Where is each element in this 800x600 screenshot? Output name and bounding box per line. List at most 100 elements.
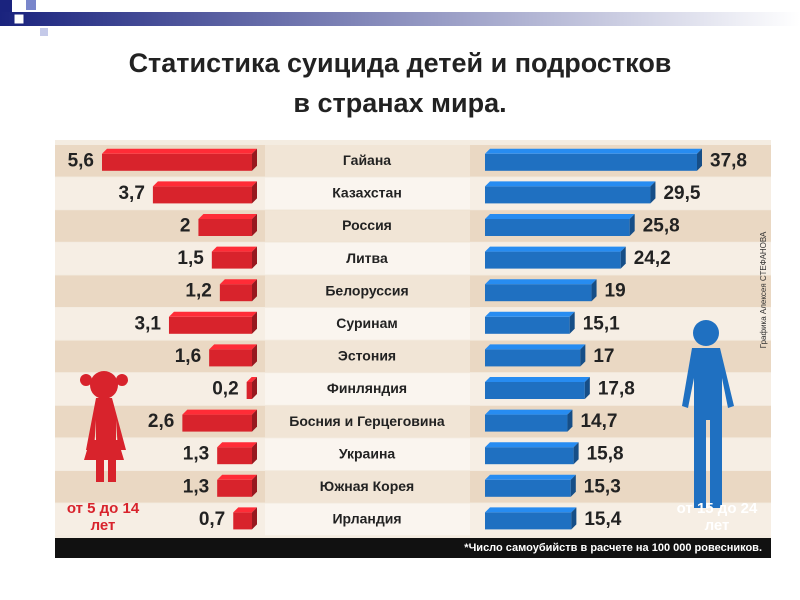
bar-end <box>570 474 576 497</box>
bar-top <box>102 148 257 154</box>
bar <box>102 153 252 171</box>
category-label: Южная Корея <box>320 478 414 494</box>
value-label: 1,6 <box>175 346 201 367</box>
category-label: Казахстан <box>332 185 402 201</box>
category-label: Ирландия <box>332 511 401 527</box>
bar-top <box>485 409 573 415</box>
value-label: 29,5 <box>663 183 700 204</box>
bar <box>485 349 581 367</box>
bar <box>485 186 651 204</box>
bar-end <box>629 214 635 236</box>
bar-end <box>569 311 575 334</box>
bar-top <box>198 214 257 219</box>
category-label: Белоруссия <box>325 282 408 298</box>
header-square <box>26 0 36 10</box>
row-center <box>265 145 470 177</box>
bar <box>485 479 571 497</box>
value-label: 15,4 <box>584 509 621 530</box>
bar <box>485 153 697 171</box>
bar <box>485 219 630 236</box>
row-center <box>265 405 470 438</box>
category-label: Эстония <box>338 348 396 364</box>
bar-end <box>697 148 702 171</box>
bar-top <box>209 344 257 350</box>
bar-top <box>217 474 257 480</box>
bar <box>485 316 570 334</box>
bar-end <box>567 409 573 432</box>
row-center <box>265 373 470 405</box>
value-label: 15,3 <box>584 476 621 497</box>
bar <box>246 382 252 399</box>
bar-top <box>485 181 656 187</box>
row-center <box>265 177 470 210</box>
bar-end <box>252 214 257 236</box>
value-label: 3,7 <box>118 183 144 204</box>
bar <box>152 186 252 204</box>
bar-end <box>252 279 257 302</box>
bar-top <box>485 442 579 448</box>
bar-top <box>485 246 626 252</box>
bar <box>217 447 252 465</box>
bar-end <box>252 474 257 497</box>
bar <box>209 349 252 367</box>
bar-top <box>211 246 257 252</box>
bar-top <box>485 214 635 219</box>
title-line: в странах мира. <box>293 88 507 118</box>
bar-end <box>252 377 257 399</box>
value-label: 19 <box>605 281 626 302</box>
bar-top <box>485 507 577 513</box>
row-center <box>265 471 470 503</box>
value-label: 2 <box>180 216 191 237</box>
bar-top <box>246 377 257 382</box>
girl-silhouette <box>80 371 128 482</box>
row-center <box>265 308 470 340</box>
bar-end <box>650 181 656 204</box>
bar <box>485 382 585 399</box>
value-label: 1,3 <box>183 444 209 465</box>
category-label: Литва <box>346 250 388 266</box>
value-label: 24,2 <box>634 248 671 269</box>
value-label: 25,8 <box>643 216 680 237</box>
title-line: Статистика суицида детей и подростков <box>128 48 672 78</box>
value-label: 3,1 <box>135 313 162 334</box>
bar-end <box>573 442 579 465</box>
bar <box>211 251 252 269</box>
legend-entry: от 5 до 14 лет <box>66 500 140 534</box>
bar-top <box>182 409 257 415</box>
value-label: 37,8 <box>710 150 747 171</box>
bar <box>485 284 592 302</box>
bar <box>233 512 252 530</box>
header-square <box>40 28 48 36</box>
value-label: 1,2 <box>185 281 211 302</box>
bar <box>485 447 574 465</box>
bar-top <box>219 279 257 285</box>
bar-top <box>485 279 597 285</box>
bar-top <box>485 377 590 382</box>
footnote: *Число самоубийств в расчете на 100 000 … <box>464 542 762 554</box>
value-label: 17,8 <box>598 379 635 400</box>
bar-end <box>252 344 257 367</box>
bar-top <box>233 507 257 513</box>
value-label: 1,5 <box>177 248 204 269</box>
bar-end <box>584 377 590 399</box>
row-center <box>265 275 470 307</box>
bar <box>217 479 252 497</box>
value-label: 15,1 <box>583 313 620 334</box>
bar-end <box>252 148 257 171</box>
bar-end <box>591 279 597 302</box>
bar-top <box>485 474 576 480</box>
bar-end <box>252 409 257 432</box>
footnote-bar <box>55 538 771 558</box>
bar <box>485 512 572 530</box>
bar <box>485 414 568 432</box>
value-label: 2,6 <box>148 411 174 432</box>
bar-top <box>217 442 257 448</box>
bar-top <box>168 311 257 317</box>
category-label: Россия <box>342 217 392 233</box>
value-label: 1,3 <box>183 476 209 497</box>
bar-end <box>252 507 257 530</box>
bar <box>219 284 252 302</box>
value-label: 15,8 <box>587 444 624 465</box>
